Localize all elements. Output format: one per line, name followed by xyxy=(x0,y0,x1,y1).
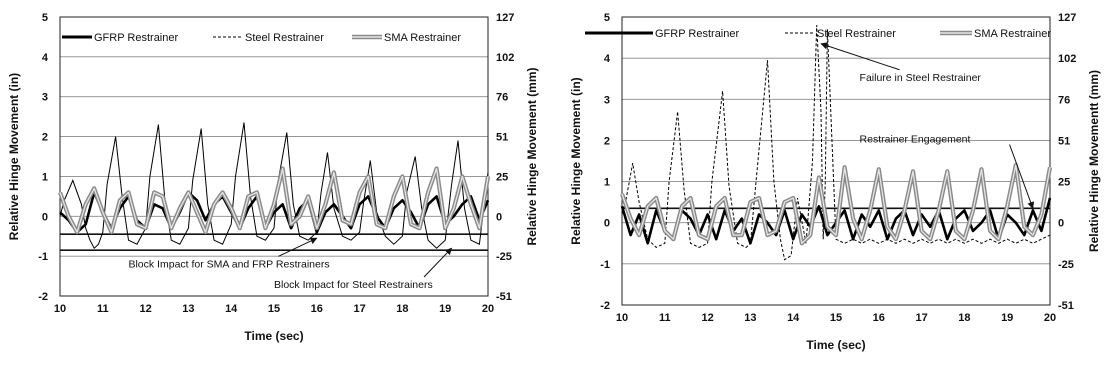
y2-tick-label: 127 xyxy=(496,12,514,24)
x-tick-label: 17 xyxy=(353,303,365,315)
annotation-label: Restrainer Engagement xyxy=(860,133,971,145)
annotation-arrow xyxy=(1009,144,1035,209)
y2-tick-label: 102 xyxy=(1058,53,1076,65)
legend-label: GFRP Restrainer xyxy=(94,32,178,44)
y2-tick-label: 127 xyxy=(1058,12,1076,24)
x-tick-label: 12 xyxy=(701,312,713,324)
x-tick-label: 14 xyxy=(225,303,238,315)
y-tick-label: 2 xyxy=(604,135,610,147)
x-tick-label: 10 xyxy=(54,303,66,315)
x-axis-title: Time (sec) xyxy=(806,338,865,352)
y2-tick-label: 25 xyxy=(496,171,508,183)
y-tick-label: 3 xyxy=(42,92,48,104)
annotation-label: Block Impact for Steel Restrainers xyxy=(274,279,433,291)
y2-tick-label: 0 xyxy=(1058,218,1064,230)
legend-label: GFRP Restrainer xyxy=(655,28,739,40)
x-tick-label: 13 xyxy=(182,303,194,315)
legend-label: SMA Restrainer xyxy=(974,28,1051,40)
x-tick-label: 19 xyxy=(439,303,451,315)
x-tick-label: 11 xyxy=(659,312,671,324)
x-tick-label: 18 xyxy=(958,312,970,324)
annotation-arrow xyxy=(820,42,900,71)
y-tick-label: -1 xyxy=(600,259,610,271)
x-tick-label: 14 xyxy=(787,312,800,324)
y-tick-label: 3 xyxy=(604,94,610,106)
series-sma-restrainer-core xyxy=(59,167,489,233)
series-sma-restrainer-core xyxy=(621,164,1051,244)
y2-tick-label: 76 xyxy=(1058,94,1070,106)
legend-item: GFRP Restrainer xyxy=(62,32,178,44)
x-tick-label: 10 xyxy=(616,312,628,324)
y2-tick-label: 51 xyxy=(1058,135,1070,147)
legend-label: SMA Restrainer xyxy=(384,32,461,44)
y-tick-label: -2 xyxy=(38,291,48,303)
y-tick-label: 4 xyxy=(42,52,49,64)
annotation-label: Block Impact for SMA and FRP Restrainers xyxy=(128,258,329,270)
y-tick-label: 2 xyxy=(42,132,48,144)
chart-2: 10 11 12 13 14 15 16 17 18 19 20-2-1012345-51-2502… xyxy=(569,12,1101,352)
legend-item: SMA Restrainer xyxy=(352,32,461,44)
y2-tick-label: -51 xyxy=(1058,300,1074,312)
x-tick-label: 11 xyxy=(97,303,109,315)
y2-tick-label: -51 xyxy=(496,291,512,303)
series-steel-restrainer xyxy=(59,122,489,250)
legend-item: Steel Restrainer xyxy=(785,28,896,40)
x-tick-label: 19 xyxy=(1001,312,1013,324)
y-tick-label: 5 xyxy=(604,12,610,24)
legend-item: GFRP Restrainer xyxy=(585,28,739,40)
y-tick-label: -2 xyxy=(600,300,610,312)
x-tick-label: 15 xyxy=(268,303,280,315)
y-tick-label: 1 xyxy=(604,177,610,189)
y-axis-title: Relative Hinge Movement (in) xyxy=(7,73,21,240)
y-axis-title: Relative Hinge Movement (in) xyxy=(569,77,583,244)
y-tick-label: 5 xyxy=(42,12,48,24)
annotation-label: Failure in Steel Restrainer xyxy=(860,72,982,84)
chart-1: 10 11 12 13 14 15 16 17 18 19 20-2-1012345-51-2502… xyxy=(7,12,539,343)
annotation-arrow xyxy=(423,247,453,278)
legend-label: Steel Restrainer xyxy=(245,32,324,44)
x-tick-label: 12 xyxy=(139,303,151,315)
y-tick-label: 0 xyxy=(604,218,610,230)
y2-tick-label: 76 xyxy=(496,92,508,104)
x-tick-label: 20 xyxy=(482,303,494,315)
y-tick-label: 0 xyxy=(42,211,48,223)
y2-tick-label: 102 xyxy=(496,52,514,64)
y-tick-label: 1 xyxy=(42,171,48,183)
x-tick-label: 16 xyxy=(311,303,323,315)
y2-tick-label: 0 xyxy=(496,211,502,223)
y2-axis-title: Relative Hinge Movement (mm) xyxy=(525,67,539,245)
y2-tick-label: -25 xyxy=(496,251,512,263)
x-tick-label: 16 xyxy=(873,312,885,324)
x-tick-label: 15 xyxy=(830,312,842,324)
plot-area xyxy=(621,16,1051,306)
y2-tick-label: 25 xyxy=(1058,177,1070,189)
y2-tick-label: -25 xyxy=(1058,259,1074,271)
legend-item: SMA Restrainer xyxy=(940,28,1051,40)
series-steel-restrainer xyxy=(621,25,1051,261)
x-tick-label: 17 xyxy=(915,312,927,324)
annotation-arrow xyxy=(278,237,318,257)
y-tick-label: 4 xyxy=(604,53,611,65)
plot-area xyxy=(59,16,489,297)
legend-item: Steel Restrainer xyxy=(213,32,324,44)
x-tick-label: 13 xyxy=(744,312,756,324)
y-tick-label: -1 xyxy=(38,251,48,263)
x-tick-label: 18 xyxy=(396,303,408,315)
y2-tick-label: 51 xyxy=(496,132,508,144)
legend-label: Steel Restrainer xyxy=(817,28,896,40)
x-axis-title: Time (sec) xyxy=(244,329,303,343)
y2-axis-title: Relative Hinge Movementt (mm) xyxy=(1087,70,1101,252)
x-tick-label: 20 xyxy=(1044,312,1056,324)
